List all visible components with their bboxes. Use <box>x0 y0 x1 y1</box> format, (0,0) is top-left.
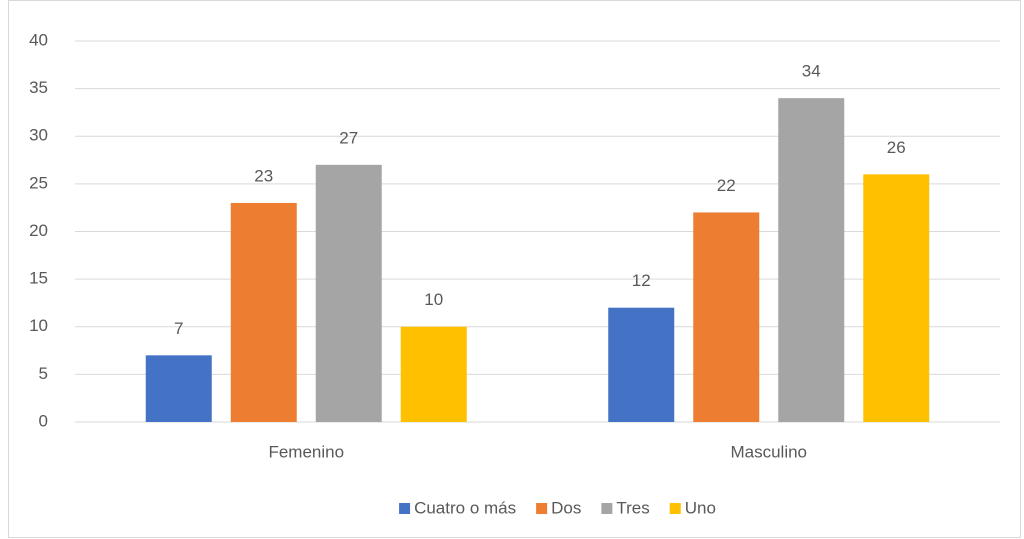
bar <box>400 326 467 422</box>
y-tick-label: 5 <box>39 364 48 383</box>
data-label: 27 <box>339 128 358 147</box>
data-label: 26 <box>887 138 906 157</box>
bar <box>778 98 845 423</box>
legend-swatch <box>601 503 613 514</box>
bar <box>315 164 382 422</box>
bar <box>863 174 930 422</box>
legend-swatch <box>399 503 411 514</box>
y-tick-label: 30 <box>29 126 48 145</box>
legend-swatch <box>669 503 681 514</box>
x-tick-label: Masculino <box>730 442 807 461</box>
y-tick-label: 40 <box>29 30 48 49</box>
data-label: 10 <box>424 290 443 309</box>
bar <box>693 212 760 422</box>
data-label: 22 <box>717 176 736 195</box>
legend-swatch <box>536 503 548 514</box>
legend-label: Uno <box>685 498 716 517</box>
bar <box>230 202 297 422</box>
y-tick-label: 35 <box>29 78 48 97</box>
y-tick-label: 10 <box>29 316 48 335</box>
y-tick-label: 20 <box>29 221 48 240</box>
bar <box>608 307 675 422</box>
y-tick-label: 0 <box>39 411 48 430</box>
legend-label: Dos <box>551 498 581 517</box>
chart-border <box>8 0 1021 538</box>
bar <box>145 355 212 422</box>
data-label: 23 <box>254 166 273 185</box>
data-label: 34 <box>802 62 821 81</box>
data-label: 12 <box>632 271 651 290</box>
y-tick-label: 15 <box>29 269 48 288</box>
y-tick-label: 25 <box>29 173 48 192</box>
data-label: 7 <box>174 319 183 338</box>
x-tick-label: Femenino <box>268 442 344 461</box>
legend-label: Tres <box>616 498 649 517</box>
legend-label: Cuatro o más <box>414 498 516 517</box>
